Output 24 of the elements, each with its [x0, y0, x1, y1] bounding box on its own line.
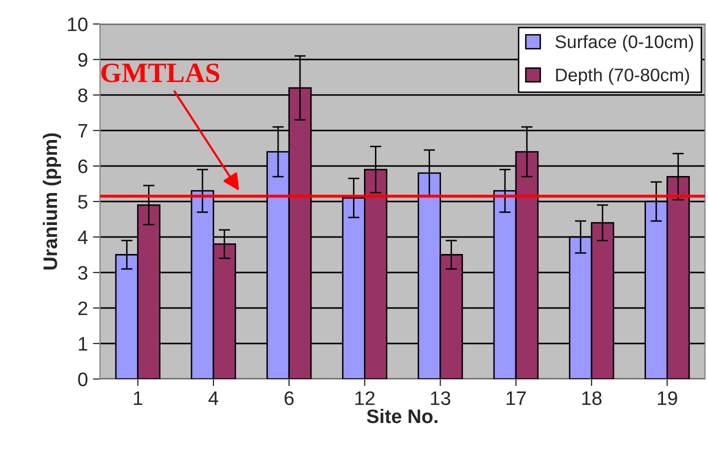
- y-tick-label: 3: [78, 266, 88, 280]
- y-tick-label: 9: [78, 52, 88, 67]
- x-tick-label: 12: [355, 391, 375, 405]
- y-axis-title: Uranium (ppm): [42, 133, 62, 270]
- y-tick-label: 7: [78, 124, 88, 138]
- y-tick-label: 5: [78, 195, 88, 209]
- y-tick-label: 0: [78, 372, 88, 386]
- x-tick-label: 1: [134, 392, 142, 405]
- y-tick-label: 6: [78, 159, 88, 174]
- legend-label: Depth (70-80cm): [556, 68, 690, 85]
- x-tick-label: 6: [284, 391, 294, 406]
- y-tick-label: 10: [68, 17, 88, 32]
- x-tick-label: 4: [208, 392, 218, 405]
- y-tick-label: 4: [78, 230, 88, 244]
- x-tick-label: 13: [430, 391, 450, 406]
- x-tick-label: 18: [582, 391, 602, 406]
- ref-line-label: GMTLAS: [101, 64, 220, 82]
- y-tick-label: 2: [78, 301, 88, 316]
- x-tick-label: 17: [506, 392, 526, 405]
- legend-label: Surface (0-10cm): [556, 34, 694, 52]
- x-axis-title: Site No.: [366, 408, 438, 424]
- x-tick-label: 19: [658, 391, 678, 406]
- y-tick-label: 1: [78, 337, 88, 351]
- y-tick-label: 8: [78, 88, 88, 102]
